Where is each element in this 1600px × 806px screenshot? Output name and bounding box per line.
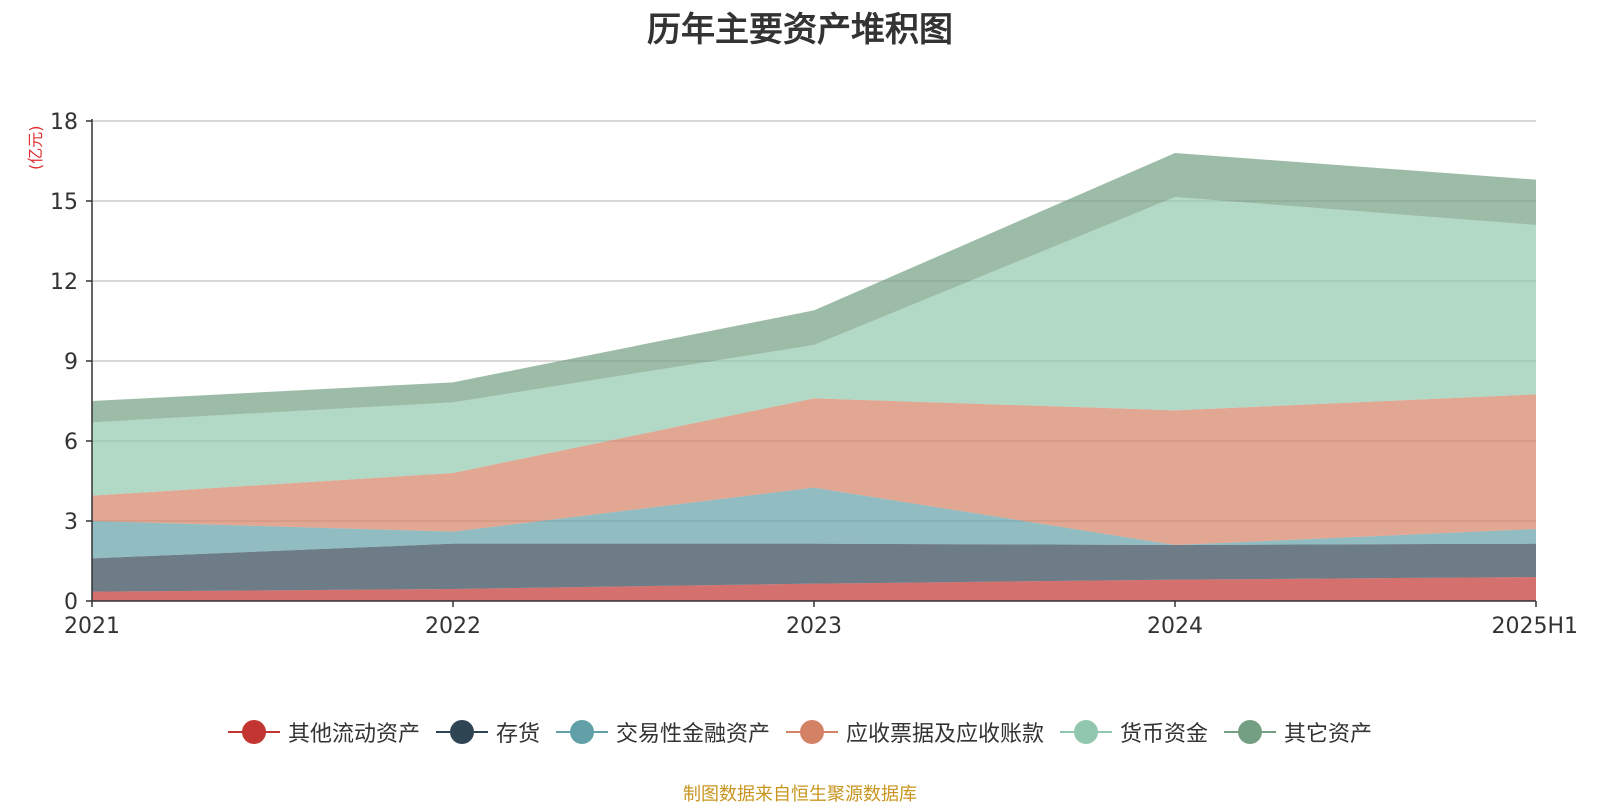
legend-item-1[interactable]: 存货 [435,716,540,748]
area-series-2 [92,487,1536,559]
x-tick-label: 2021 [64,614,120,639]
legend-marker-icon [227,718,280,746]
legend-marker-icon [1060,718,1113,746]
legend-label: 其他流动资产 [287,722,420,747]
y-tick-label: 15 [50,190,78,215]
legend: 其他流动资产 存货 交易性金融资产 应收票据及应收账款 货币资金 其它资产 [0,716,1600,748]
legend-label: 存货 [495,722,540,747]
y-tick-label: 9 [64,350,78,375]
legend-marker-icon [555,718,608,746]
legend-item-0[interactable]: 其他流动资产 [227,716,420,748]
legend-label: 其它资产 [1284,722,1373,747]
legend-item-5[interactable]: 其它资产 [1224,716,1372,748]
legend-marker-icon [786,718,838,746]
legend-item-2[interactable]: 交易性金融资产 [555,716,770,748]
legend-item-4[interactable]: 货币资金 [1060,716,1208,748]
y-tick-label: 0 [64,590,78,615]
y-tick-label: 12 [50,270,78,295]
area-series-3 [92,394,1536,545]
axes: 0 3 6 9 12 15 18 2021 2022 2023 2024 2025H1 [50,110,1578,639]
x-tick-label: 2022 [425,614,481,639]
x-tick-label: 2024 [1147,614,1203,639]
chart-title: 历年主要资产堆积图 [647,10,953,50]
area-series-5 [92,153,1536,423]
y-tick-label: 3 [64,510,78,535]
legend-label: 货币资金 [1120,722,1209,747]
data-source-note: 制图数据来自恒生聚源数据库 [683,784,917,805]
y-tick-label: 18 [50,110,78,135]
legend-label: 应收票据及应收账款 [846,722,1045,747]
y-tick-label: 6 [64,430,78,455]
x-tick-label: 2025H1 [1491,614,1578,639]
area-series-0 [92,577,1536,601]
legend-item-3[interactable]: 应收票据及应收账款 [786,716,1044,748]
area-series [92,153,1536,601]
x-tick-label: 2023 [786,614,842,639]
area-series-4 [92,197,1536,496]
legend-marker-icon [1224,718,1277,746]
legend-label: 交易性金融资产 [615,722,770,747]
legend-marker-icon [435,718,488,746]
area-series-1 [92,543,1536,592]
